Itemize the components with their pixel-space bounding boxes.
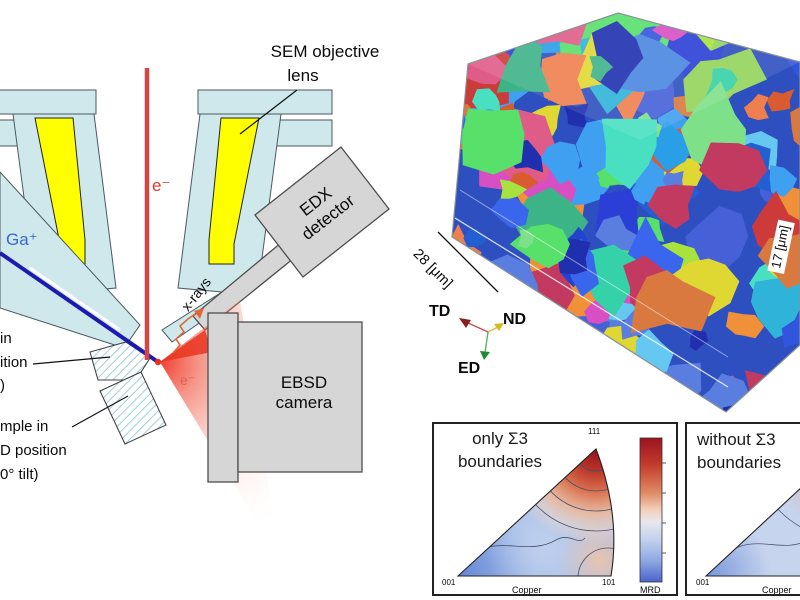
cube-dimension-line xyxy=(437,231,499,293)
axis-ed-line xyxy=(484,331,489,354)
cube-slice-line-1 xyxy=(454,217,729,388)
beam-spot xyxy=(154,358,162,366)
cut-label-fragment-6: 0° tilt) xyxy=(0,466,39,483)
cube-outline xyxy=(451,12,800,413)
ebsd-label-line1: EBSD xyxy=(280,373,328,392)
pf-left-corner-111: 111 xyxy=(588,427,601,436)
cut-label-fragment-5: D position xyxy=(0,442,67,459)
edx-detector xyxy=(192,146,390,331)
ebsd-camera xyxy=(160,300,363,560)
axis-nd-label: ND xyxy=(503,311,527,328)
pf-right-title-line2: boundaries xyxy=(697,453,782,472)
cut-label-fragment-1: in xyxy=(0,330,12,347)
axis-nd-arrowhead xyxy=(494,323,504,331)
sem-lens-label-line1: SEM objective xyxy=(270,42,380,61)
leader-lines xyxy=(32,89,298,428)
sem-coil-right xyxy=(208,117,260,265)
xray-wave xyxy=(172,308,204,354)
ebsd-label-line2: camera xyxy=(275,392,333,412)
sem-lens-label-line2: lens xyxy=(287,66,319,85)
electron-cone-core xyxy=(160,330,212,362)
leader-milling-label xyxy=(32,356,111,365)
mrd-colorbar-label: MRD xyxy=(640,585,661,595)
axis-td-line xyxy=(465,321,489,333)
leader-ebsd-label xyxy=(71,395,129,428)
ipf-triangle-right xyxy=(704,448,800,577)
pf-left-title-line1: only Σ3 xyxy=(472,429,528,448)
pf-left-corner-001: 001 xyxy=(442,578,456,587)
edx-detector-box xyxy=(254,146,390,278)
sem-shell-top-right xyxy=(197,89,333,115)
ga-ion-beam xyxy=(0,251,160,364)
axis-nd-line xyxy=(487,326,499,333)
pf-right-projection-label: Copper xyxy=(762,585,792,595)
axis-td-arrowhead xyxy=(459,318,471,328)
ebsd-3d-cube xyxy=(437,12,800,413)
ipf-triangle-left xyxy=(456,448,615,577)
ga-beam-label: Ga⁺ xyxy=(6,230,38,249)
sem-shell-top-left xyxy=(0,89,97,115)
fib-bore-line xyxy=(29,266,121,332)
mrd-colorbar-ticks xyxy=(662,462,666,554)
pole-figure-left xyxy=(432,422,678,596)
ebsd-camera-label: EBSD camera xyxy=(245,373,363,412)
pf-left-projection-label: Copper xyxy=(512,585,542,595)
cube-top-face-highlight xyxy=(468,13,800,140)
pf-left-corner-101: 101 xyxy=(602,578,616,587)
pf-right-title-line1: without Σ3 xyxy=(697,430,776,449)
axis-td-label: TD xyxy=(429,303,451,320)
leader-sem-lens xyxy=(239,89,298,135)
scattered-electrons-label: e⁻ xyxy=(180,372,196,388)
cut-label-fragment-4: mple in xyxy=(0,418,49,435)
sample-ebsd-position xyxy=(99,371,167,445)
ebsd-phosphor-screen xyxy=(207,312,239,483)
sample-milling-position xyxy=(89,341,151,381)
axis-ed-arrowhead xyxy=(480,351,490,360)
axes-triad xyxy=(459,318,504,360)
pole-figure-right xyxy=(685,422,800,596)
axis-ed-label: ED xyxy=(458,360,481,377)
samples xyxy=(89,341,167,445)
pf-left-title-line2: boundaries xyxy=(457,452,543,471)
cut-label-fragment-3: ) xyxy=(0,377,5,394)
mrd-colorbar xyxy=(639,437,663,583)
ebsd-camera-box xyxy=(237,321,363,473)
pf-right-corner-001: 001 xyxy=(696,578,710,587)
cut-label-fragment-2: ition xyxy=(0,354,28,371)
electron-beam-label: e⁻ xyxy=(152,176,171,195)
cube-slice-line-2 xyxy=(459,189,729,358)
